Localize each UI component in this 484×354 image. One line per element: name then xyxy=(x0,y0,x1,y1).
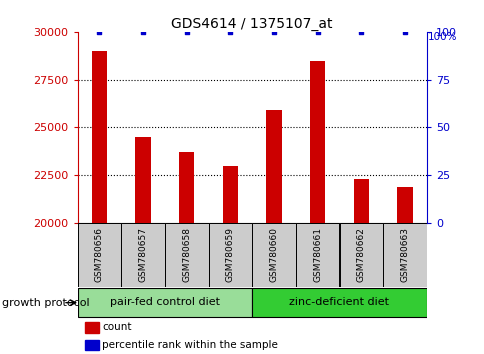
Text: GSM780658: GSM780658 xyxy=(182,227,191,282)
Point xyxy=(182,29,190,35)
Bar xyxy=(266,110,281,223)
Bar xyxy=(121,223,165,287)
Text: zinc-deficient diet: zinc-deficient diet xyxy=(289,297,389,307)
Bar xyxy=(165,223,208,287)
Text: count: count xyxy=(102,322,131,332)
Bar xyxy=(222,166,238,223)
Bar xyxy=(208,223,252,287)
Point xyxy=(139,29,147,35)
Point xyxy=(95,29,103,35)
Bar xyxy=(339,223,382,287)
Text: percentile rank within the sample: percentile rank within the sample xyxy=(102,340,277,350)
Text: GSM780662: GSM780662 xyxy=(356,227,365,282)
Text: 100%: 100% xyxy=(426,32,456,42)
Bar xyxy=(295,223,339,287)
Bar xyxy=(309,61,325,223)
Text: growth protocol: growth protocol xyxy=(2,298,90,308)
Bar xyxy=(84,340,98,350)
Bar xyxy=(179,152,194,223)
Text: pair-fed control diet: pair-fed control diet xyxy=(110,297,219,307)
Text: GSM780663: GSM780663 xyxy=(400,227,408,282)
Bar xyxy=(252,288,426,317)
Point xyxy=(357,29,364,35)
Bar xyxy=(91,51,107,223)
Bar xyxy=(252,223,295,287)
Bar xyxy=(353,179,368,223)
Bar xyxy=(84,322,98,333)
Point xyxy=(226,29,234,35)
Text: GSM780656: GSM780656 xyxy=(95,227,104,282)
Text: GSM780661: GSM780661 xyxy=(313,227,321,282)
Text: GSM780660: GSM780660 xyxy=(269,227,278,282)
Bar xyxy=(382,223,426,287)
Point xyxy=(313,29,321,35)
Bar xyxy=(77,288,252,317)
Text: GSM780659: GSM780659 xyxy=(226,227,234,282)
Point xyxy=(270,29,277,35)
Bar xyxy=(396,187,412,223)
Point xyxy=(400,29,408,35)
Bar xyxy=(77,223,121,287)
Text: GSM780657: GSM780657 xyxy=(138,227,147,282)
Title: GDS4614 / 1375107_at: GDS4614 / 1375107_at xyxy=(171,17,332,31)
Bar xyxy=(135,137,151,223)
